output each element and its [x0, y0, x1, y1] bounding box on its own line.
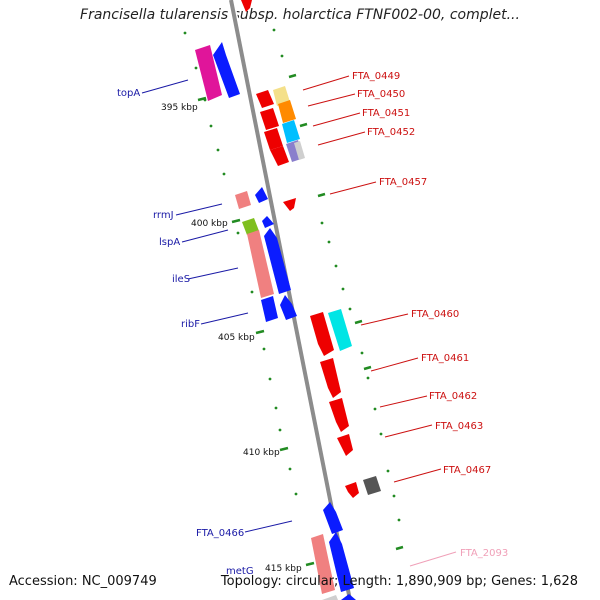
- label-FTA_0463[interactable]: FTA_0463: [435, 421, 483, 432]
- tick-395: 395 kbp: [161, 103, 198, 113]
- label-FTA_0450[interactable]: FTA_0450: [357, 89, 405, 100]
- gene-0466[interactable]: [323, 502, 343, 534]
- gene-0463[interactable]: [337, 434, 353, 456]
- gene-rrmJ[interactable]: [235, 191, 251, 209]
- label-FTA_0462[interactable]: FTA_0462: [429, 391, 477, 402]
- genome-backbone-line: [229, 0, 352, 600]
- gene-0457[interactable]: [283, 198, 296, 211]
- gene-ribF[interactable]: [261, 296, 278, 322]
- gene-lspA[interactable]: [242, 218, 259, 235]
- map-title: Francisella tularensis subsp. holarctica…: [80, 7, 520, 23]
- label-FTA_0452[interactable]: FTA_0452: [367, 127, 415, 138]
- gene-0462[interactable]: [329, 398, 349, 432]
- gene-ileS[interactable]: [247, 230, 274, 298]
- gene-0451[interactable]: [264, 128, 283, 150]
- gene-0460[interactable]: [310, 312, 334, 356]
- label-FTA_0449[interactable]: FTA_0449: [352, 71, 400, 82]
- accession-text: Accession: NC_009749: [9, 574, 157, 589]
- label-rrmJ[interactable]: rrmJ: [153, 210, 174, 221]
- tick-405: 405 kbp: [218, 333, 255, 343]
- guide-dots: [183, 28, 401, 522]
- label-lspA[interactable]: lspA: [159, 237, 180, 248]
- tick-410: 410 kbp: [243, 448, 280, 458]
- tick-415: 415 kbp: [265, 564, 302, 574]
- gene-glyphs: [195, 0, 381, 600]
- gene-0450[interactable]: [260, 108, 279, 130]
- label-FTA_0467[interactable]: FTA_0467: [443, 465, 491, 476]
- label-FTA_0460[interactable]: FTA_0460: [411, 309, 459, 320]
- label-topA[interactable]: topA: [117, 88, 140, 99]
- label-ileS[interactable]: ileS: [172, 274, 190, 285]
- label-FTA_0457[interactable]: FTA_0457: [379, 177, 427, 188]
- gene-topA-pink[interactable]: [195, 45, 222, 101]
- gene-0461[interactable]: [320, 358, 341, 398]
- gene-topA[interactable]: [213, 42, 240, 98]
- label-FTA_2093[interactable]: FTA_2093: [460, 548, 508, 559]
- label-FTA_0461[interactable]: FTA_0461: [421, 353, 469, 364]
- label-metG[interactable]: metG: [226, 566, 254, 577]
- topology-text: Topology: circular; Length: 1,890,909 bp…: [220, 574, 578, 589]
- gene-partial-top[interactable]: [241, 0, 252, 12]
- label-FTA_0451[interactable]: FTA_0451: [362, 108, 410, 119]
- tick-400: 400 kbp: [191, 219, 228, 229]
- gene-0467[interactable]: [345, 482, 359, 498]
- scale-dashes: [197, 73, 404, 567]
- label-leaders: [141, 75, 457, 567]
- gene-metG[interactable]: [311, 534, 335, 594]
- label-FTA_0466[interactable]: FTA_0466: [196, 528, 244, 539]
- gene-0449[interactable]: [256, 90, 274, 108]
- gene-0452[interactable]: [270, 146, 289, 166]
- label-ribF[interactable]: ribF: [181, 319, 200, 330]
